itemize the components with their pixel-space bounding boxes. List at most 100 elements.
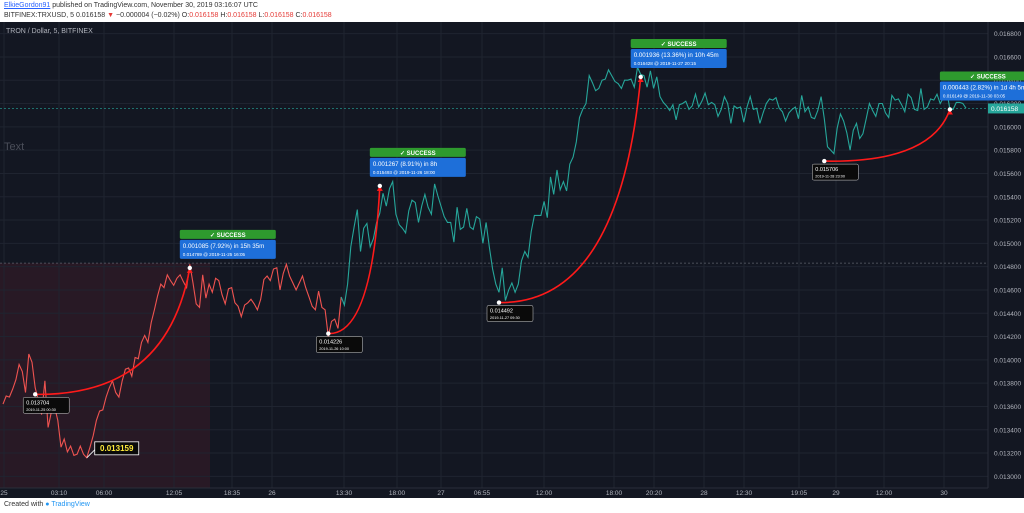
x-tick-label: 03:10 <box>51 490 68 497</box>
entry-marker <box>326 331 331 336</box>
trade-arc <box>328 185 381 335</box>
price-chart[interactable]: 0.0168000.0166000.0164000.0162000.016000… <box>0 22 1024 498</box>
y-tick-label: 0.015600 <box>994 171 1021 178</box>
entry-time-text: 2019-11-27 09:30 <box>490 316 520 320</box>
close-label: C: <box>295 12 303 19</box>
entry-time-text: 2019-11-26 10:00 <box>319 347 349 351</box>
author-link[interactable]: ElkieGordon91 <box>4 2 51 9</box>
ohlc-line: BITFINEX:TRXUSD, 5 0.016158 ▼ −0.000004 … <box>4 12 332 19</box>
trade-stats-text: 0.000443 (2.82%) in 1d 4h 5m <box>943 84 1024 91</box>
low-callout-box <box>94 441 140 456</box>
entry-marker <box>496 300 502 305</box>
down-arrow-icon: ▼ <box>107 12 115 19</box>
trade-arc <box>498 76 642 304</box>
trade-info-box <box>179 239 276 259</box>
x-tick-label: 28 <box>700 490 708 497</box>
x-tick-label: 06:00 <box>96 490 113 497</box>
high-value: 0.016158 <box>227 12 257 19</box>
low-callout-pointer <box>86 449 96 459</box>
y-tick-label: 0.015800 <box>994 148 1021 155</box>
x-tick-label: 18:00 <box>606 490 623 497</box>
y-tick-label: 0.013800 <box>994 381 1021 388</box>
trade-stats-text: 0.001085 (7.92%) in 15h 35m <box>183 243 265 250</box>
high-label: H: <box>220 12 228 19</box>
y-tick-label: 0.015200 <box>994 218 1021 225</box>
x-tick-label: 18:00 <box>389 490 406 497</box>
entry-price-text: 0.014226 <box>319 340 342 346</box>
x-tick-label: 26 <box>268 490 276 497</box>
trade-info-box <box>369 157 466 177</box>
close-value: 0.016158 <box>302 12 332 19</box>
chart-header: ElkieGordon91 published on TradingView.c… <box>0 0 1024 22</box>
x-tick-label: 30 <box>940 490 948 497</box>
success-badge <box>939 71 1024 81</box>
entry-label-box <box>22 397 70 414</box>
x-tick-label: 12:00 <box>536 490 553 497</box>
x-tick-label: 06:55 <box>474 490 491 497</box>
entry-marker <box>822 158 827 164</box>
low-callout-text: 0.013159 <box>100 444 134 453</box>
trade-exit-text: 0.016428 @ 2019-11-27 20:15 <box>634 61 697 66</box>
arc-arrowhead <box>946 109 953 115</box>
entry-marker <box>33 392 38 397</box>
y-tick-label: 0.014000 <box>994 357 1021 364</box>
trade-exit-text: 0.015493 @ 2019-11-26 18:00 <box>373 170 436 175</box>
y-tick-label: 0.013400 <box>994 427 1021 434</box>
y-tick-label: 0.014200 <box>994 334 1021 341</box>
trade-arc <box>824 109 951 162</box>
series-line-up <box>340 65 967 308</box>
entry-label-box <box>812 163 859 181</box>
entry-price-text: 0.013704 <box>26 400 49 406</box>
trade-result-label: ✓ SUCCESS 0.000443 (2.82%) in 1d 4h 5m 0.0… <box>939 71 1024 101</box>
arc-arrowhead <box>186 267 193 273</box>
y-tick-label: 0.015400 <box>994 194 1021 201</box>
exit-marker <box>947 107 953 112</box>
success-badge <box>630 38 727 48</box>
x-tick-label: 18:35 <box>224 490 241 497</box>
entry-time-text: 2019-11-25 00:30 <box>26 408 56 412</box>
x-tick-label: 13:30 <box>336 490 353 497</box>
low-label: L: <box>258 12 265 19</box>
success-badge <box>179 229 276 239</box>
low-value: 0.016158 <box>264 12 294 19</box>
y-tick-label: 0.014400 <box>994 311 1021 318</box>
current-price-tag-text: 0.016158 <box>991 106 1018 113</box>
entry-label: 0.015706 2019-11-28 23:00 <box>812 163 859 181</box>
trade-arc <box>35 267 191 396</box>
y-tick-label: 0.013600 <box>994 404 1021 411</box>
arc-arrowhead <box>637 76 644 82</box>
arc-arrowhead <box>376 185 383 191</box>
y-tick-label: 0.015000 <box>994 241 1021 248</box>
x-tick-label: 12:05 <box>166 490 183 497</box>
tradingview-brand[interactable]: TradingView <box>51 501 90 508</box>
success-text: ✓ SUCCESS <box>970 74 1006 80</box>
trade-exit-text: 0.016149 @ 2019-11-30 03:05 <box>943 93 1006 98</box>
trade-result-label: ✓ SUCCESS 0.001936 (13.36%) in 10h 45m 0.0… <box>630 38 727 68</box>
x-tick-label: 20:20 <box>646 490 663 497</box>
trade-result-label: ✓ SUCCESS 0.001267 (8.91%) in 8h 0.015493 … <box>369 147 466 177</box>
trade-exit-text: 0.014789 @ 2019-11-25 16:05 <box>183 252 246 257</box>
publish-line: ElkieGordon91 published on TradingView.c… <box>4 2 258 9</box>
tradingview-logo-icon: ● <box>45 501 50 508</box>
publish-info: published on TradingView.com, November 3… <box>52 2 258 9</box>
entry-label-box <box>486 305 534 322</box>
x-tick-label: 25 <box>0 490 8 497</box>
y-tick-label: 0.016000 <box>994 124 1021 131</box>
entry-price-text: 0.015706 <box>815 167 838 173</box>
chart-footer: Created with ● TradingView <box>0 498 1024 513</box>
price-change: −0.000004 (−0.02%) <box>116 12 180 19</box>
entry-price-text: 0.014492 <box>490 309 513 315</box>
y-tick-label: 0.016600 <box>994 54 1021 61</box>
entry-time-text: 2019-11-28 23:00 <box>815 175 845 179</box>
x-tick-label: 19:05 <box>791 490 808 497</box>
open-value: 0.016158 <box>189 12 219 19</box>
y-tick-label: 0.014800 <box>994 264 1021 271</box>
last-price: 0.016158 <box>75 12 106 19</box>
y-tick-label: 0.013200 <box>994 451 1021 458</box>
exit-marker <box>638 74 643 80</box>
x-tick-label: 12:00 <box>876 490 893 497</box>
success-text: ✓ SUCCESS <box>661 42 697 48</box>
series-line-down <box>2 262 342 459</box>
success-badge <box>369 147 466 157</box>
